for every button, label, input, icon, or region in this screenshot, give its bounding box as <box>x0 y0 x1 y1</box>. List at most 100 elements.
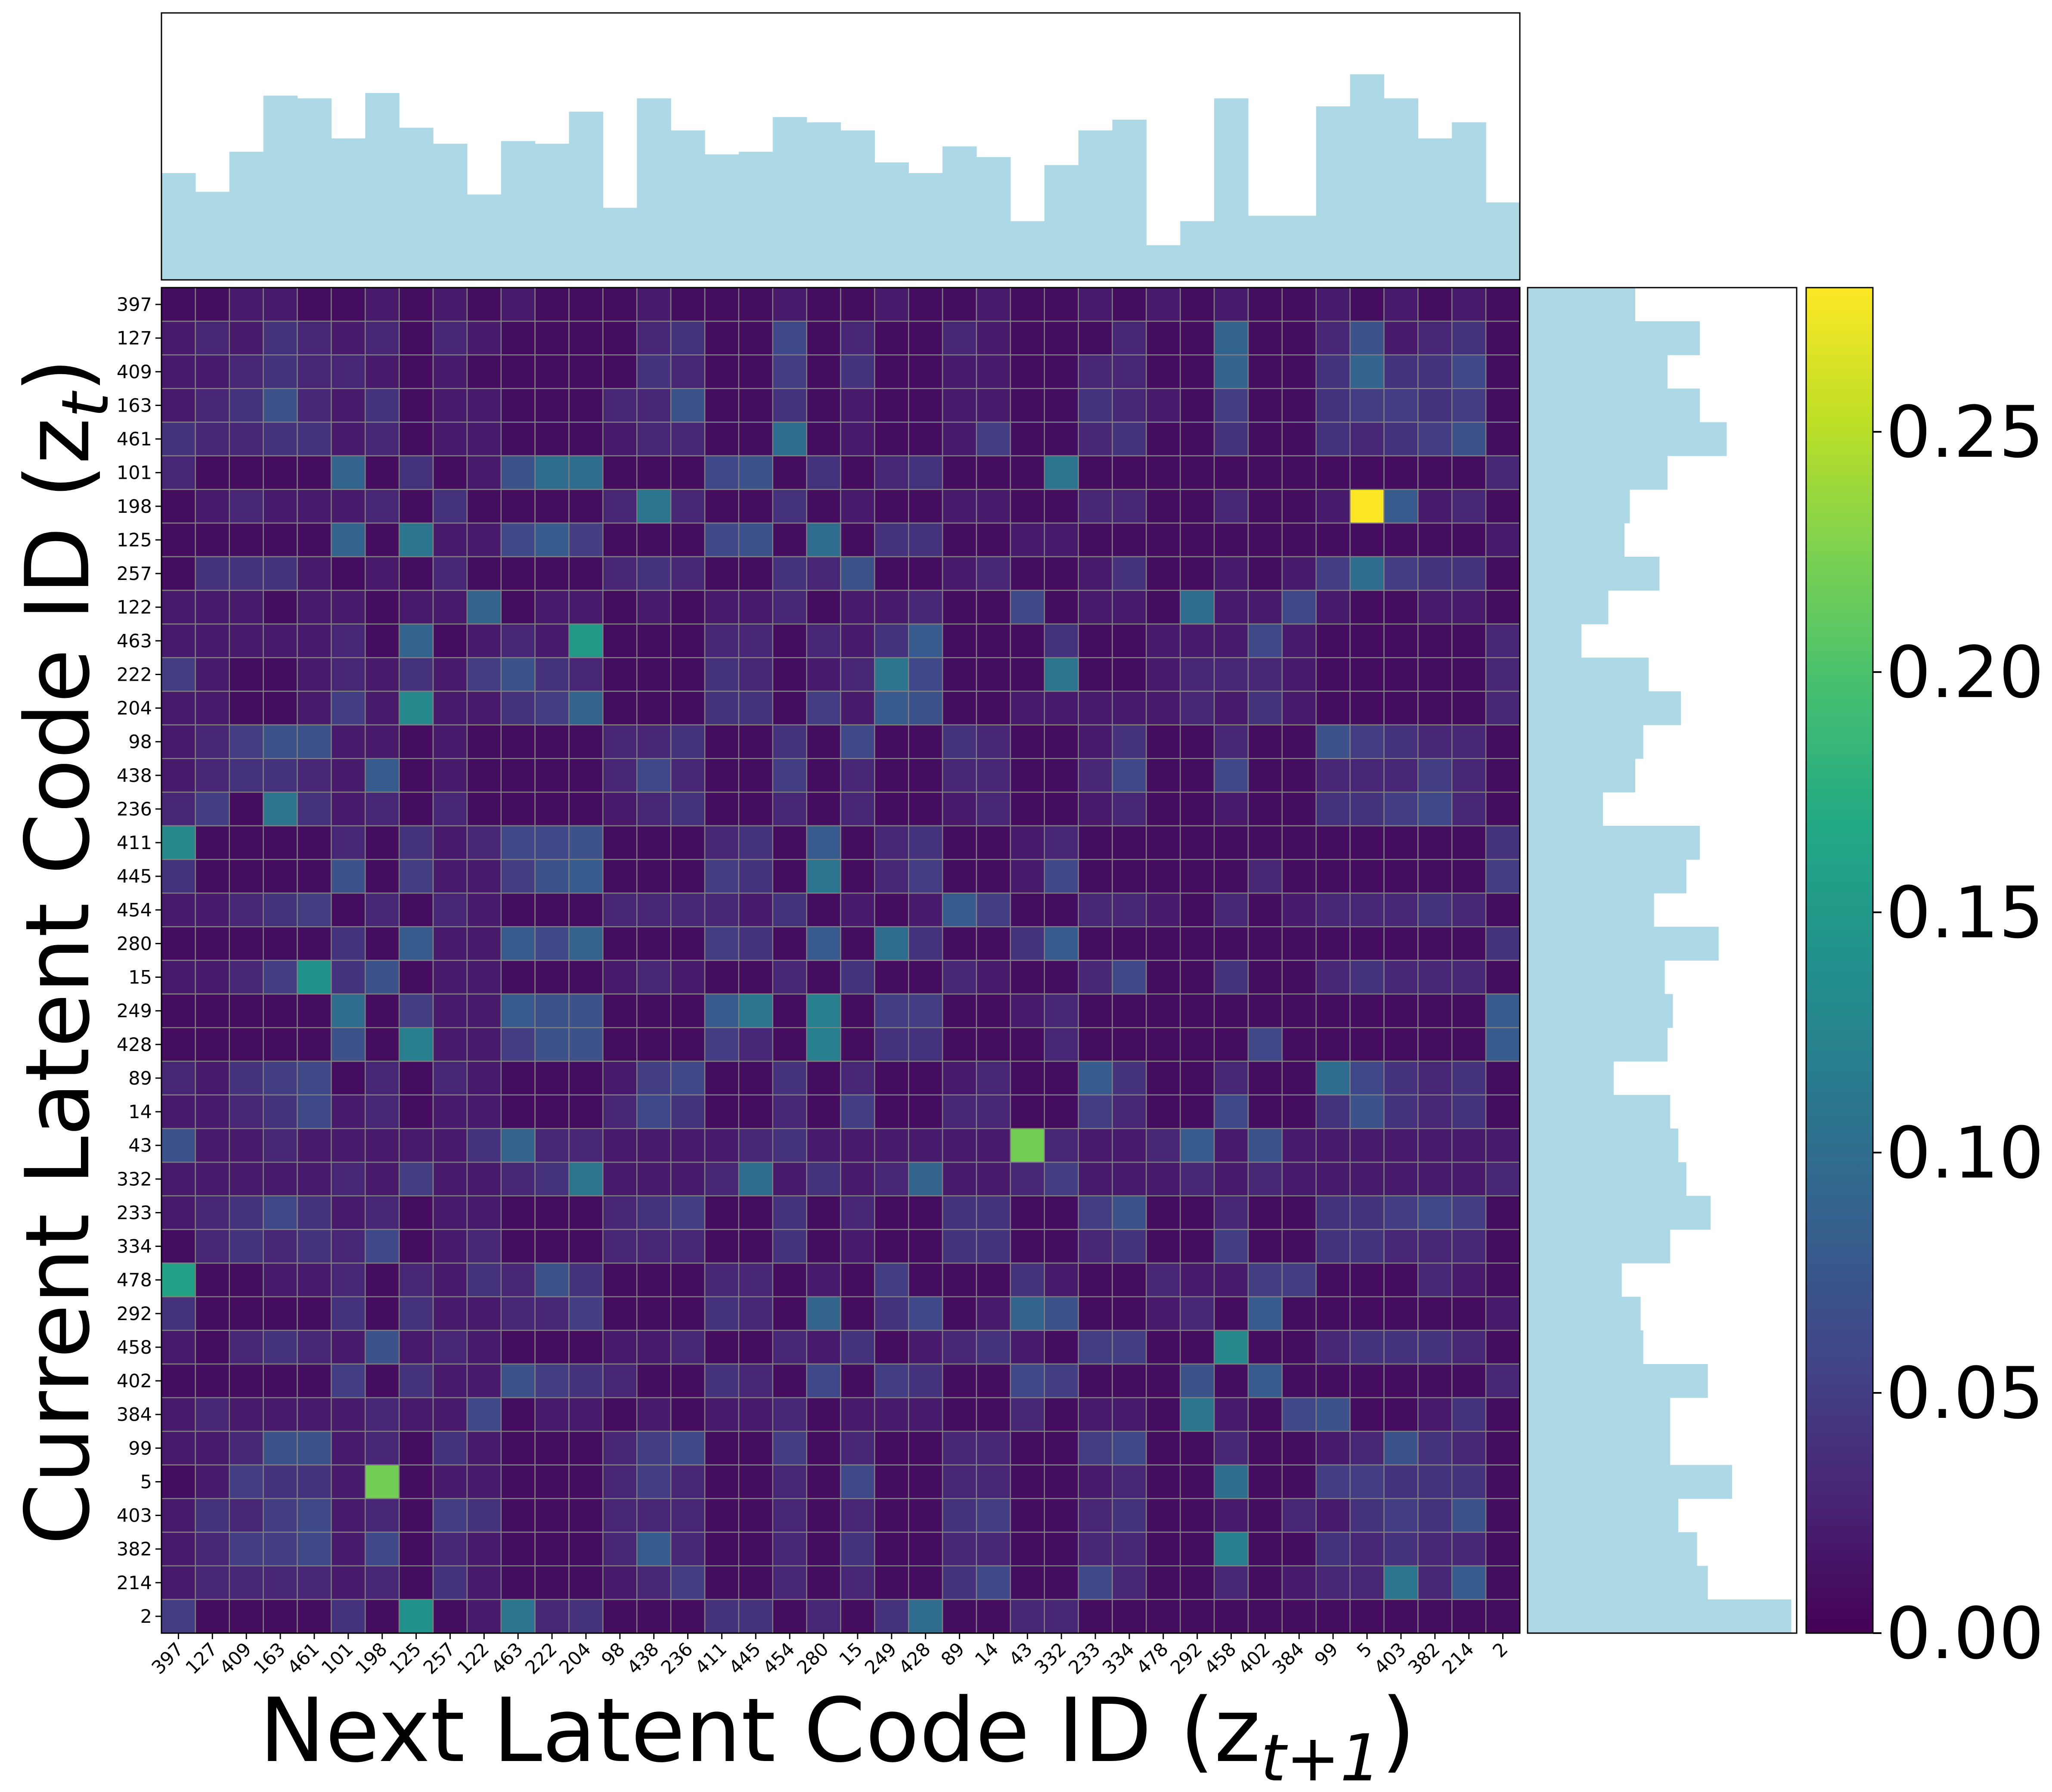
heatmap-cell <box>161 1195 196 1230</box>
top-marginal-bar <box>195 192 230 280</box>
heatmap-cell <box>500 691 536 725</box>
heatmap-cell <box>1417 388 1453 423</box>
heatmap-cell <box>365 758 400 793</box>
heatmap-cell <box>1112 1060 1147 1096</box>
heatmap-cell <box>772 791 807 827</box>
heatmap-cell <box>908 1296 943 1331</box>
heatmap-cell <box>1349 1296 1385 1331</box>
heatmap-cell <box>874 1397 909 1432</box>
heatmap-cell <box>1349 1162 1385 1197</box>
heatmap-cell <box>874 1094 909 1129</box>
y-tick-label: 332 <box>117 1169 152 1190</box>
heatmap-cell <box>1315 893 1351 927</box>
heatmap-cell <box>738 354 773 389</box>
heatmap-cell <box>432 825 468 860</box>
heatmap-cell <box>1485 758 1521 793</box>
heatmap-cell <box>602 623 638 658</box>
heatmap-cell <box>1281 556 1317 591</box>
heatmap-cell <box>466 556 502 591</box>
heatmap-cell <box>1010 1195 1045 1230</box>
right-marginal-bar <box>1528 489 1630 524</box>
heatmap-cell <box>1112 422 1147 456</box>
heatmap-cell <box>195 859 230 894</box>
y-tick-label: 236 <box>117 799 152 820</box>
heatmap-cell <box>432 388 468 423</box>
heatmap-cell <box>1451 691 1487 725</box>
heatmap-cell <box>704 1431 740 1466</box>
heatmap-cell <box>229 556 264 591</box>
heatmap-cell <box>670 1296 706 1331</box>
heatmap-cell <box>398 825 434 860</box>
heatmap-cell <box>738 1397 773 1432</box>
heatmap-cell <box>1451 1599 1487 1634</box>
heatmap-cell <box>568 1162 604 1197</box>
heatmap-cell <box>1383 556 1419 591</box>
heatmap-cell <box>195 791 230 827</box>
heatmap-cell <box>840 422 875 456</box>
heatmap-cell <box>1485 1464 1521 1499</box>
heatmap-cell <box>466 388 502 423</box>
heatmap-cell <box>908 1498 943 1533</box>
heatmap-cell <box>738 691 773 725</box>
heatmap-cell <box>1417 489 1453 524</box>
heatmap-cell <box>704 455 740 490</box>
heatmap-cell <box>1417 1397 1453 1432</box>
heatmap-cell <box>1213 1565 1249 1600</box>
heatmap-cell <box>331 287 366 322</box>
heatmap-cell <box>806 691 841 725</box>
heatmap-cell <box>1315 623 1351 658</box>
heatmap-cell <box>1010 522 1045 558</box>
heatmap-cell <box>942 1599 977 1634</box>
heatmap-cell <box>1112 556 1147 591</box>
heatmap-cell <box>1349 1431 1385 1466</box>
heatmap-cell <box>1180 758 1215 793</box>
heatmap-cell <box>602 1162 638 1197</box>
heatmap-cell <box>568 1397 604 1432</box>
heatmap-cell <box>1146 691 1181 725</box>
heatmap-cell <box>331 926 366 961</box>
y-tick-label: 214 <box>117 1572 152 1594</box>
heatmap-cell <box>195 758 230 793</box>
heatmap-cell <box>568 388 604 423</box>
top-marginal-bar <box>976 157 1011 280</box>
heatmap-cell <box>500 1330 536 1365</box>
heatmap-cell <box>568 1330 604 1365</box>
heatmap-cell <box>1078 1195 1113 1230</box>
heatmap-cell <box>772 522 807 558</box>
heatmap-cell <box>806 556 841 591</box>
heatmap-cell <box>976 1027 1011 1062</box>
heatmap-cell <box>568 657 604 692</box>
heatmap-cell <box>398 522 434 558</box>
heatmap-cell <box>1146 1027 1181 1062</box>
heatmap-cell <box>1485 556 1521 591</box>
heatmap-cell <box>840 1498 875 1533</box>
top-marginal-bar <box>1316 106 1351 280</box>
heatmap-cell <box>1010 1229 1045 1264</box>
right-marginal-bar <box>1528 725 1643 759</box>
heatmap-cell <box>942 623 977 658</box>
heatmap-cell <box>1112 1397 1147 1432</box>
heatmap-cell <box>1044 1599 1079 1634</box>
heatmap-cell <box>1010 993 1045 1028</box>
heatmap-cell <box>1146 354 1181 389</box>
heatmap-cell <box>976 859 1011 894</box>
heatmap-cell <box>1281 1027 1317 1062</box>
heatmap-cell <box>1383 1060 1419 1096</box>
heatmap-cell <box>500 1195 536 1230</box>
heatmap-cell <box>1010 1262 1045 1297</box>
heatmap-cell <box>466 657 502 692</box>
right-marginal-bar <box>1528 1263 1622 1297</box>
heatmap-cell <box>229 1498 264 1533</box>
heatmap-cell <box>161 825 196 860</box>
heatmap-cell <box>398 354 434 389</box>
heatmap-cell <box>297 489 332 524</box>
heatmap-cell <box>942 455 977 490</box>
heatmap-cell <box>534 1532 570 1566</box>
heatmap-cell <box>874 1532 909 1566</box>
heatmap-cell <box>1281 1330 1317 1365</box>
heatmap-cell <box>195 556 230 591</box>
heatmap-cell <box>568 1565 604 1600</box>
heatmap-cell <box>806 1060 841 1096</box>
colorbar-tick-label: 0.25 <box>1886 391 2044 474</box>
heatmap-cell <box>568 758 604 793</box>
